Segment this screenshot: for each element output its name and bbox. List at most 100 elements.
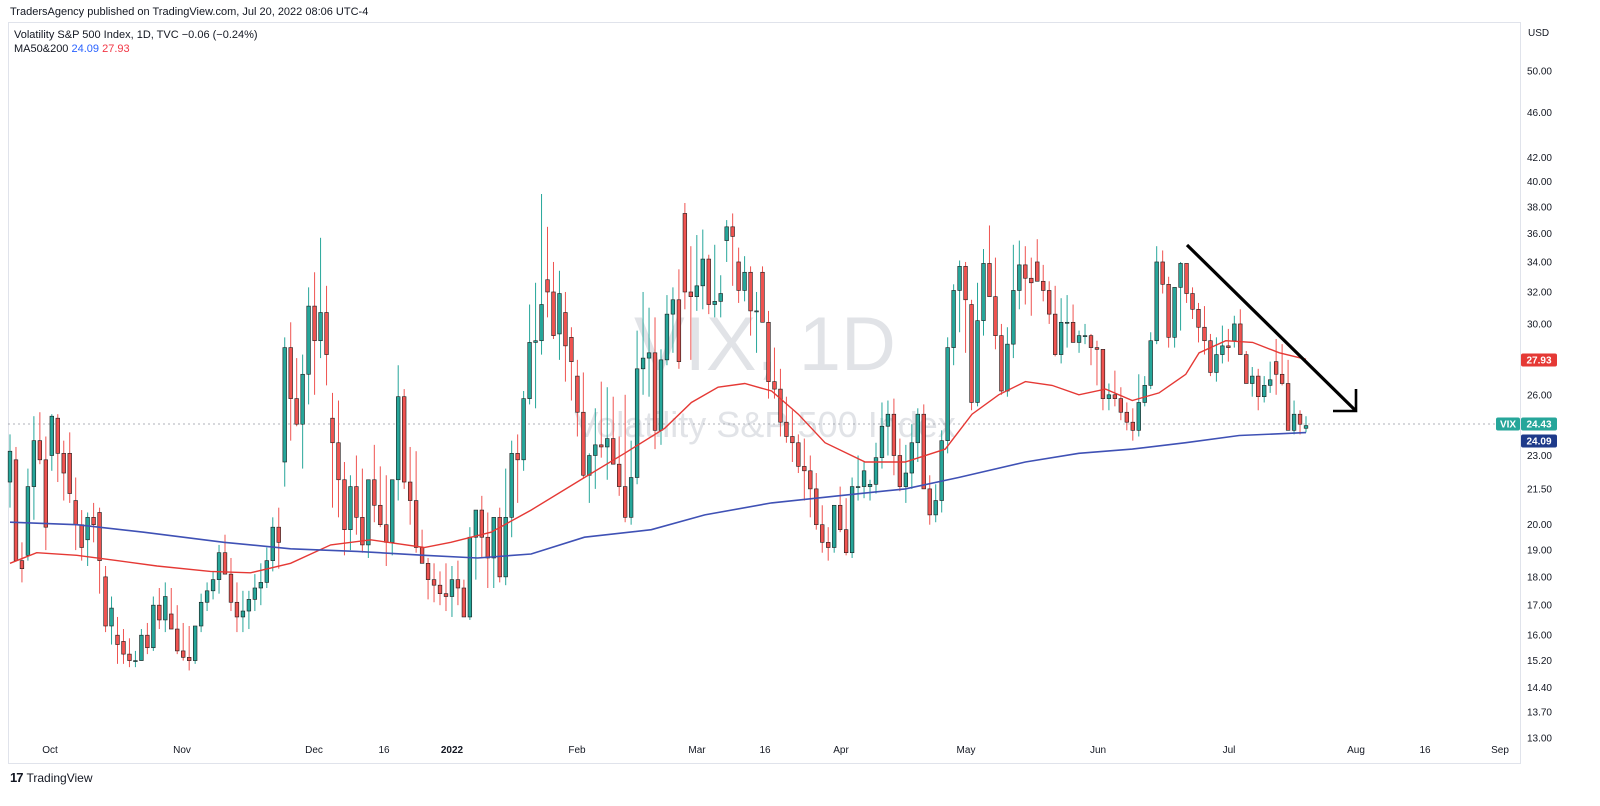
candle-body: [628, 477, 634, 518]
candle-body: [861, 470, 867, 487]
candle-body: [766, 321, 771, 382]
candle-body: [796, 442, 801, 467]
candle-body: [515, 453, 520, 461]
candle-body: [760, 271, 765, 323]
candle-body: [826, 542, 831, 548]
x-tick-label: May: [957, 745, 976, 756]
candle-body: [557, 293, 562, 335]
time-axis[interactable]: Oct Nov Dec 16 2022 Feb Mar 16 Apr May Jun Jul Aug 16…: [42, 745, 1509, 756]
candle-body: [1041, 280, 1046, 291]
candle-body: [455, 579, 461, 589]
ma-value-badge: 27.93: [1526, 356, 1551, 367]
candle-body: [855, 486, 861, 488]
candle-body: [437, 584, 443, 594]
candle-body: [867, 484, 873, 487]
candle-body: [1076, 335, 1082, 343]
candle-body: [216, 552, 222, 580]
price-scale-border: [1520, 22, 1521, 764]
x-tick-label: Nov: [173, 745, 191, 756]
candle-body: [1094, 347, 1100, 350]
candle-body: [634, 368, 640, 478]
ma50-line: [9, 339, 1307, 574]
candle-body: [1273, 361, 1279, 375]
ma-value-badge-bg: [1521, 353, 1557, 367]
candle-body: [276, 526, 281, 543]
candle-body: [1268, 379, 1273, 386]
candle-body: [1202, 326, 1207, 342]
candle-body: [1047, 290, 1052, 315]
x-tick-label: Aug: [1347, 745, 1365, 756]
symbol-line[interactable]: Volatility S&P 500 Index, 1D, TVC −0.06 …: [14, 29, 258, 41]
ma-label: MA50&200: [14, 43, 69, 55]
candle-body: [121, 641, 126, 655]
candle-body: [1154, 261, 1159, 342]
candle-body: [658, 359, 664, 431]
y-tick-label: 36.00: [1527, 229, 1552, 240]
candle-body: [288, 347, 293, 399]
candle-body: [1070, 321, 1076, 343]
candle-body: [509, 453, 514, 518]
candle-body: [19, 560, 25, 569]
candle-body: [909, 442, 914, 474]
symbol-watermark: VIX, 1D Volatility S&P 500 Index: [574, 302, 956, 445]
candle-body: [473, 509, 478, 538]
candle-body: [425, 563, 431, 580]
candle-body: [802, 466, 807, 472]
candle-body: [407, 481, 413, 501]
y-tick-label: 50.00: [1527, 67, 1552, 78]
candle-body: [772, 381, 777, 390]
candle-body: [1196, 308, 1201, 328]
candle-body: [258, 582, 263, 589]
candle-body: [222, 552, 228, 575]
candle-body: [533, 340, 538, 343]
ma200-value: 27.93: [102, 43, 130, 55]
candle-body: [7, 450, 13, 483]
candle-body: [1053, 313, 1058, 355]
candle-body: [151, 604, 156, 649]
candle-body: [778, 388, 783, 423]
candle-body: [1023, 264, 1028, 279]
candle-body: [503, 517, 508, 578]
candle-body: [545, 279, 550, 293]
candle-body: [957, 266, 962, 291]
x-tick-label: Apr: [833, 745, 849, 756]
candle-body: [784, 421, 789, 437]
candle-body: [306, 305, 311, 375]
candle-body: [617, 463, 622, 487]
candle-body: [157, 604, 162, 621]
candle-body: [360, 517, 365, 546]
candle-body: [921, 413, 926, 490]
candle-body: [1130, 421, 1135, 431]
candle-body: [133, 660, 138, 662]
candle-body: [736, 261, 741, 291]
candle-body: [748, 271, 753, 312]
candle-body: [467, 536, 473, 618]
downtrend-arrow: [1185, 243, 1358, 413]
candle-body: [324, 312, 329, 355]
candle-body: [927, 488, 932, 516]
candle-body: [43, 459, 48, 528]
candle-body: [55, 417, 60, 454]
candle-body: [1303, 425, 1309, 429]
candle-body: [963, 266, 968, 301]
ma-legend-line[interactable]: MA50&200 24.09 27.93: [14, 42, 258, 56]
candle-body: [694, 285, 699, 297]
tradingview-logo[interactable]: 17 TradingView: [10, 770, 93, 785]
candle-body: [491, 517, 496, 559]
candle-body: [640, 357, 646, 370]
candle-body: [879, 425, 885, 458]
candle-body: [67, 453, 72, 494]
candle-body: [1178, 263, 1183, 288]
candle-body: [742, 271, 747, 291]
candle-body: [915, 413, 920, 444]
price-axis[interactable]: 50.00 46.00 42.00 40.00 38.00 36.00 34.00 32.00…: [1527, 67, 1552, 745]
ma200-line: [9, 431, 1307, 559]
candle-body: [575, 375, 580, 413]
candle-body: [1124, 411, 1129, 423]
candle-body: [336, 442, 341, 481]
y-tick-label: 20.00: [1527, 520, 1552, 531]
candle-body: [169, 613, 174, 630]
candle-body: [348, 486, 353, 530]
candle-body: [79, 524, 84, 548]
